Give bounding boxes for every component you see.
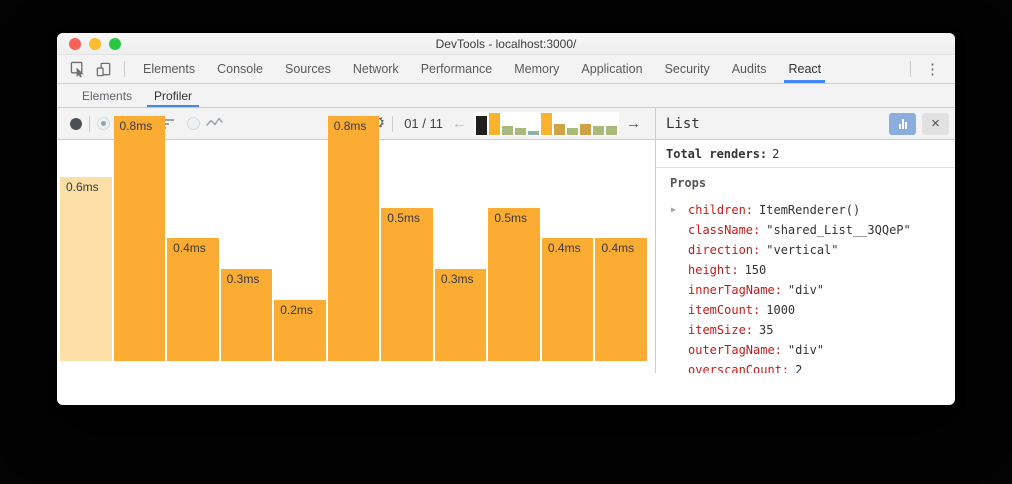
kebab-menu-icon[interactable]: ⋮ — [925, 60, 940, 78]
prev-commit-arrow-icon[interactable]: ← — [452, 115, 467, 132]
component-name: List — [666, 115, 700, 132]
commit-thumbnail-bar[interactable] — [541, 112, 552, 135]
prop-row-direction: direction: "vertical" — [688, 243, 839, 257]
total-renders-label: Total renders: — [666, 146, 768, 161]
divider — [89, 115, 90, 132]
tab-console[interactable]: Console — [217, 62, 263, 76]
chart-bar[interactable]: 0.5ms — [381, 208, 433, 361]
divider — [392, 115, 394, 132]
chart-area: 0.6ms 0.8ms 0.4ms 0.3ms 0.2ms 0.8ms 0.5ms 0.3ms… — [57, 116, 655, 373]
bar-label: 0.4ms — [601, 241, 635, 255]
prop-row-outertagname: outerTagName: "div" — [688, 343, 825, 357]
divider — [910, 61, 911, 77]
commit-thumbnail-bar[interactable] — [476, 115, 487, 135]
prop-row-classname: className: "shared_List__3QQeP" — [688, 223, 911, 237]
commit-thumbnail-bar[interactable] — [515, 127, 526, 135]
tab-performance[interactable]: Performance — [420, 62, 493, 76]
commit-counter: 01 / 11 — [404, 116, 443, 131]
bar-label: 0.3ms — [226, 272, 260, 286]
divider — [124, 61, 125, 77]
inspect-element-icon[interactable] — [67, 59, 89, 79]
prop-row-itemcount: itemCount: 1000 — [688, 303, 796, 317]
details-panel: List × Total renders: 2 Props ▶ chi — [655, 108, 955, 373]
prop-row-innertagname: innerTagName: "div" — [688, 283, 825, 297]
commit-thumbnail-bar[interactable] — [502, 125, 513, 135]
bar-label: 0.3ms — [440, 272, 474, 286]
total-renders-value: 2 — [772, 146, 780, 161]
bar-label: 0.6ms — [66, 180, 99, 194]
tab-bar: Elements Console Sources Network Perform… — [57, 55, 955, 84]
close-button[interactable]: × — [922, 112, 949, 135]
commit-thumbnail-bar[interactable] — [489, 112, 500, 135]
interactions-radio[interactable] — [187, 117, 200, 130]
total-renders-row: Total renders: 2 — [656, 140, 955, 168]
close-window-button[interactable] — [69, 38, 81, 50]
record-button[interactable] — [70, 117, 82, 130]
chart-bar[interactable]: 0.6ms — [60, 177, 112, 361]
tab-network[interactable]: Network — [352, 62, 399, 76]
profiler-pane: ⚙ 01 / 11 ← → 0.6ms0.8ms0.4ms0.3ms0.2ms0… — [57, 108, 655, 373]
bar-label: 0.5ms — [387, 211, 420, 225]
chart-bar[interactable]: 0.4ms — [541, 238, 594, 361]
profiler-content: ⚙ 01 / 11 ← → 0.6ms0.8ms0.4ms0.3ms0.2ms0… — [57, 108, 955, 373]
expand-arrow-icon[interactable]: ▶ — [671, 205, 676, 214]
commit-thumbnail-bar[interactable] — [593, 125, 604, 135]
subtab-elements[interactable]: Elements — [82, 88, 133, 103]
tab-elements[interactable]: Elements — [143, 62, 196, 76]
commit-selector — [474, 111, 619, 136]
chart-bar[interactable]: 0.3ms — [434, 269, 487, 361]
maximize-window-button[interactable] — [109, 38, 121, 50]
bar-label: 0.2ms — [280, 303, 313, 317]
tab-react[interactable]: React — [777, 55, 832, 83]
commit-thumbnail-bar[interactable] — [606, 125, 617, 135]
tab-sources[interactable]: Sources — [284, 62, 331, 76]
next-commit-arrow-icon[interactable]: → — [626, 115, 641, 132]
interactions-icon — [206, 115, 223, 133]
props-heading: Props — [670, 176, 707, 190]
chart-bar[interactable]: 0.4ms — [167, 238, 219, 361]
commit-thumbnail-bar[interactable] — [554, 123, 565, 135]
bar-label: 0.8ms — [119, 119, 153, 133]
chart-bar[interactable]: 0.4ms — [595, 238, 648, 361]
view-chart-button[interactable] — [889, 112, 916, 135]
bar-chart-icon — [898, 118, 907, 129]
commit-thumbnail-bar[interactable] — [567, 127, 578, 135]
device-toolbar-icon[interactable] — [92, 59, 114, 79]
tab-application[interactable]: Application — [581, 62, 643, 76]
chart-bar[interactable]: 0.5ms — [488, 208, 540, 361]
chart-bar[interactable]: 0.3ms — [220, 269, 273, 361]
flamegraph-radio[interactable] — [97, 117, 110, 130]
devtools-window: DevTools - localhost:3000/ Elements Cons… — [57, 33, 955, 405]
tab-audits[interactable]: Audits — [731, 62, 767, 76]
details-panel-header: List × — [656, 108, 955, 140]
prop-row-children: ▶ children: ItemRenderer() — [666, 200, 945, 220]
prop-row-overscancount: overscanCount: 2 — [688, 363, 803, 373]
prop-row-itemsize: itemSize: 35 — [688, 323, 774, 337]
prop-row-height: height: 150 — [688, 263, 767, 277]
profiler-bar-chart: 0.6ms 0.8ms 0.4ms 0.3ms 0.2ms 0.8ms 0.5ms 0.3ms… — [60, 116, 648, 361]
bar-label: 0.8ms — [333, 119, 367, 133]
tab-memory[interactable]: Memory — [514, 62, 560, 76]
commit-thumbnail-bar[interactable] — [528, 130, 539, 135]
chart-bar[interactable]: 0.2ms — [274, 300, 326, 361]
bar-label: 0.5ms — [494, 211, 528, 225]
tab-security[interactable]: Security — [664, 62, 710, 76]
title-bar: DevTools - localhost:3000/ — [57, 33, 955, 55]
close-icon: × — [931, 115, 940, 132]
chart-bar[interactable]: 0.8ms — [327, 116, 380, 361]
window-title: DevTools - localhost:3000/ — [435, 36, 577, 51]
commit-thumbnail-bar[interactable] — [580, 123, 591, 135]
minimize-window-button[interactable] — [89, 38, 101, 50]
chart-bar[interactable]: 0.8ms — [113, 116, 166, 361]
props-section: Props ▶ children: ItemRenderer() classNam… — [656, 168, 955, 373]
subtab-profiler[interactable]: Profiler — [143, 84, 203, 107]
subtab-bar: Elements Profiler — [57, 84, 955, 108]
bar-label: 0.4ms — [547, 241, 581, 255]
bar-label: 0.4ms — [173, 241, 206, 255]
traffic-lights — [69, 38, 121, 50]
